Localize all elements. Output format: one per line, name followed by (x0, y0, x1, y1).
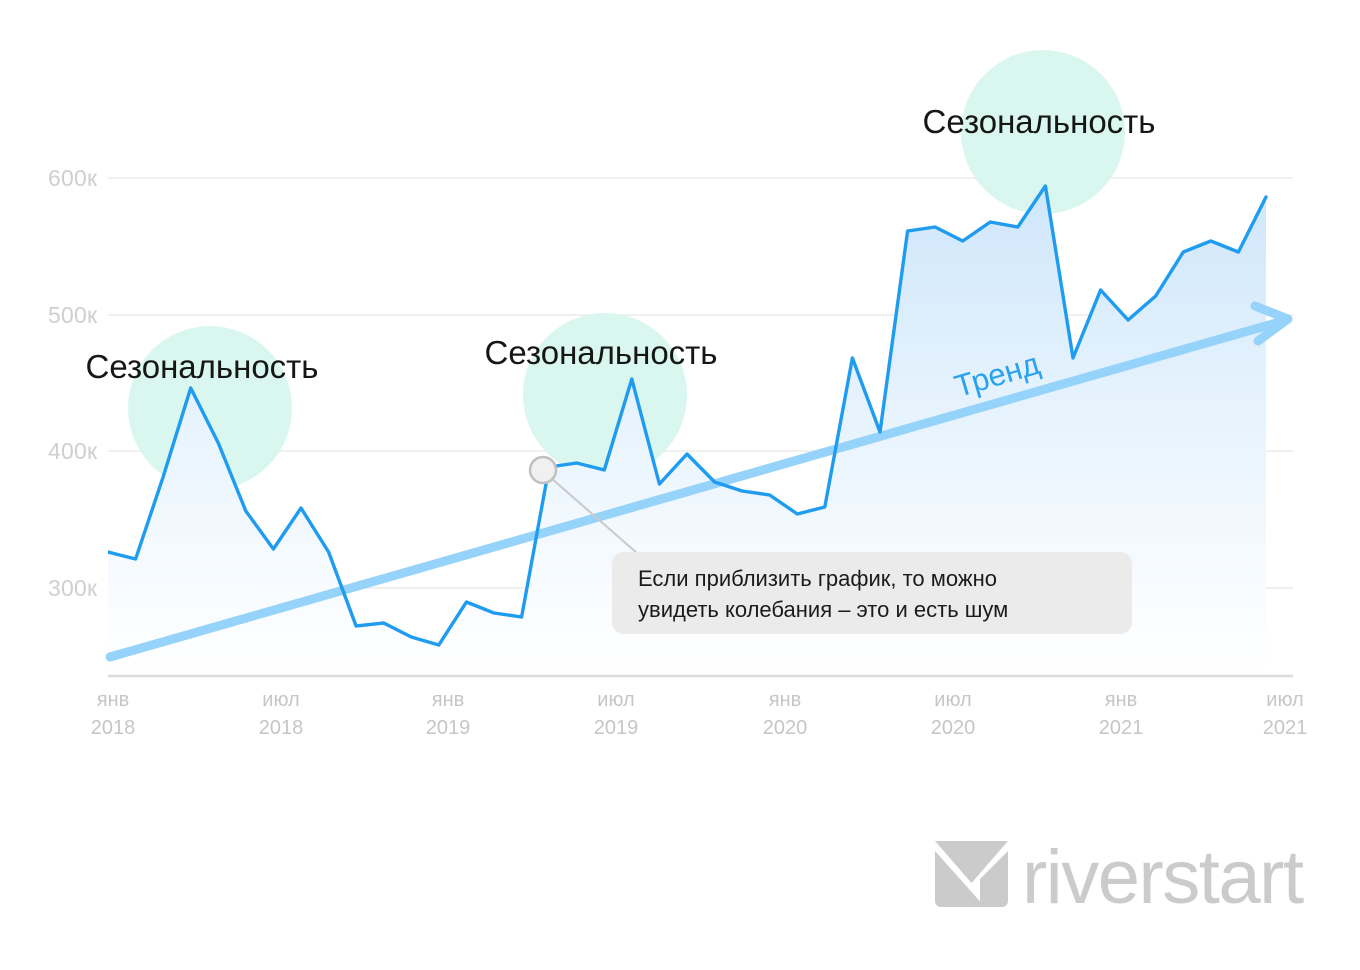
x-tick-year-1: 2018 (259, 717, 304, 739)
trend-arrow-head (1250, 301, 1293, 346)
tooltip-background (612, 552, 1132, 634)
y-tick-label-600k: 600к (48, 165, 98, 191)
tooltip-line-2: увидеть колебания – это и есть шум (638, 597, 1008, 622)
riverstart-mark-right-block (980, 851, 1008, 907)
seasonality-highlight-circles (128, 50, 1125, 490)
trend-line-group (105, 301, 1293, 662)
data-line[interactable] (108, 184, 1268, 647)
x-tick-month-1: июл (262, 689, 299, 711)
y-tick-label-500k: 500к (48, 302, 98, 328)
tooltip-leader-line (550, 477, 646, 561)
x-tick-month-2: янв (432, 689, 465, 711)
noise-tooltip: Если приблизить график, то можно увидеть… (612, 552, 1132, 634)
x-tick-year-5: 2020 (931, 717, 976, 739)
x-tick-month-7: июл (1266, 689, 1303, 711)
noise-callout (528, 455, 646, 561)
x-tick-month-3: июл (597, 689, 634, 711)
tooltip-line-1: Если приблизить график, то можно (638, 566, 997, 591)
x-tick-year-6: 2021 (1099, 717, 1144, 739)
x-tick-year-2: 2019 (426, 717, 471, 739)
x-tick-year-0: 2018 (91, 717, 136, 739)
x-tick-month-0: янв (97, 689, 130, 711)
x-tick-month-6: янв (1105, 689, 1138, 711)
riverstart-mark-top-wedge (935, 841, 1008, 883)
seasonality-labels: Сезональность Сезональность Сезональност… (86, 103, 1156, 385)
riverstart-logo: riverstart (935, 835, 1305, 920)
data-line-group (108, 184, 1268, 647)
seasonality-label-1: Сезональность (86, 348, 319, 385)
seasonality-circle-3 (961, 50, 1125, 214)
y-axis-tick-labels: 600к 500к 400к 300к (48, 165, 98, 601)
x-axis-tick-labels: янв 2018 июл 2018 янв 2019 июл 2019 янв … (91, 689, 1308, 739)
x-tick-year-7: 2021 (1263, 717, 1308, 739)
seasonality-label-3: Сезональность (923, 103, 1156, 140)
data-point-marker[interactable] (528, 455, 558, 485)
trend-line (105, 316, 1288, 662)
x-tick-year-3: 2019 (594, 717, 639, 739)
riverstart-mark-icon (935, 841, 1008, 907)
x-tick-month-4: янв (769, 689, 802, 711)
riverstart-wordmark: riverstart (1022, 835, 1304, 920)
y-tick-label-400k: 400к (48, 438, 98, 464)
seasonality-label-2: Сезональность (485, 334, 718, 371)
x-tick-year-4: 2020 (763, 717, 808, 739)
seasonality-circle-1 (128, 326, 292, 490)
x-tick-month-5: июл (934, 689, 971, 711)
y-tick-label-300k: 300к (48, 575, 98, 601)
riverstart-mark-left-triangle (935, 851, 985, 907)
